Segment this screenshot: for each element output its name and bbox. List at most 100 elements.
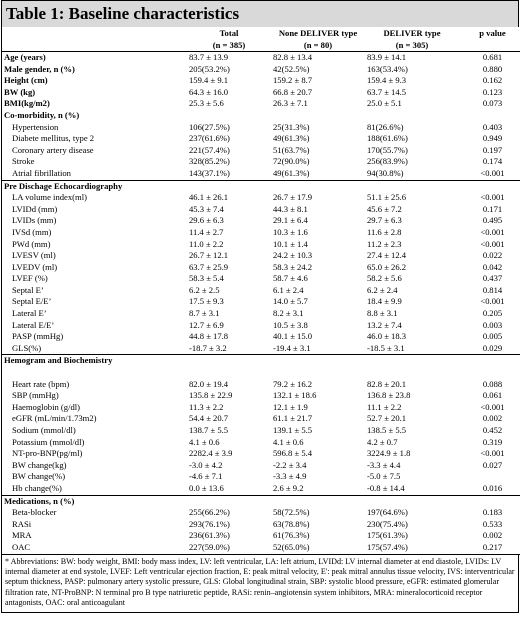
- cell-p-value: 0.002: [459, 530, 520, 542]
- cell-none-deliver: 40.1 ± 15.0: [273, 331, 313, 342]
- row-label: Septal E’: [1, 284, 187, 297]
- table-row: Coronary artery disease 221(57.4%) 51(63.7…: [1, 144, 520, 157]
- cell-deliver: 159.4 ± 9.3: [367, 75, 407, 86]
- cell-deliver: 82.8 ± 20.1: [367, 378, 407, 389]
- cell-p-value: 0.061: [459, 390, 520, 402]
- cell-total: 138.7 ± 5.5: [189, 425, 229, 435]
- table-row: LVEF (%) 58.3 ± 5.4 58.7 ± 4.6 58.2 ± 5.6 0.…: [1, 273, 520, 285]
- row-label: PASP (mmHg): [1, 331, 187, 343]
- cell-none-deliver: 26.3 ± 7.1: [273, 98, 308, 109]
- cell-total: 236(61.3%): [189, 530, 230, 541]
- cell-p-value: 0.205: [459, 308, 520, 320]
- cell-p-value: 0.437: [459, 273, 520, 285]
- cell-deliver: 11.1 ± 2.2: [367, 401, 402, 412]
- cell-p-value: 0.029: [459, 342, 520, 356]
- cell-none-deliver: 51(63.7%): [273, 144, 310, 155]
- cell-deliver: 6.2 ± 2.4: [367, 284, 398, 295]
- table-container: Table 1: Baseline characteristics Total …: [1, 0, 520, 613]
- table-row: OAC 227(59.0%) 52(65.0%) 175(57.4%) 0.217: [1, 541, 520, 555]
- cell-p-value: 0.403: [459, 121, 520, 134]
- header-none-deliver-n: (n = 80): [271, 39, 365, 52]
- table-row: LVESV (ml) 26.7 ± 12.1 24.2 ± 10.3 27.4 ± 1…: [1, 250, 520, 262]
- cell-p-value: 0.319: [459, 436, 520, 449]
- cell-p-value: 0.949: [459, 133, 520, 145]
- row-label: Lateral E’: [1, 308, 187, 320]
- cell-p-value: <0.001: [459, 401, 520, 414]
- cell-p-value: [459, 109, 520, 122]
- header-deliver: DELIVER type: [383, 28, 441, 38]
- cell-deliver: 138.5 ± 5.5: [367, 425, 407, 435]
- cell-total: 2282.4 ± 3.9: [189, 448, 233, 459]
- cell-p-value: <0.001: [459, 167, 520, 181]
- row-label: Height (cm): [1, 75, 187, 87]
- table-row: Diabete mellitus, type 2 237(61.6%) 49(61.…: [1, 133, 520, 145]
- row-label: Hypertension: [1, 121, 187, 134]
- cell-none-deliver: 29.1 ± 6.4: [273, 215, 308, 226]
- table-row: LVIDs (mm) 29.6 ± 6.3 29.1 ± 6.4 29.7 ± 6.3…: [1, 215, 520, 227]
- cell-p-value: 0.217: [459, 541, 520, 555]
- cell-deliver: 81(26.6%): [367, 121, 404, 132]
- row-label: LVESV (ml): [1, 250, 187, 262]
- cell-none-deliver: 79.2 ± 16.2: [273, 378, 313, 389]
- cell-deliver: 230(75.4%): [367, 518, 408, 529]
- cell-deliver: 65.0 ± 26.2: [367, 261, 407, 272]
- table-row: Stroke 328(85.2%) 72(90.0%) 256(83.9%) 0.174: [1, 156, 520, 168]
- cell-p-value: 0.533: [459, 518, 520, 531]
- cell-none-deliver: -2.2 ± 3.4: [273, 459, 307, 470]
- cell-deliver: [365, 495, 459, 507]
- cell-p-value: 0.197: [459, 144, 520, 157]
- cell-p-value: 0.123: [459, 86, 520, 99]
- cell-none-deliver: 42(52.5%): [273, 63, 310, 74]
- table-row: MRA 236(61.3%) 61(76.3%) 175(61.3%) 0.002: [1, 530, 520, 542]
- cell-p-value: 0.162: [459, 75, 520, 87]
- row-label: BW change(%): [1, 471, 187, 483]
- cell-deliver: -18.5 ± 3.1: [365, 342, 459, 356]
- cell-p-value: <0.001: [459, 226, 520, 239]
- cell-p-value: [459, 180, 520, 193]
- cell-total: 328(85.2%): [189, 156, 230, 167]
- cell-total: [187, 110, 271, 122]
- table-row: LVIDd (mm) 45.3 ± 7.4 44.3 ± 8.1 45.6 ± 7.2…: [1, 203, 520, 216]
- cell-deliver: [365, 367, 459, 379]
- cell-none-deliver: [271, 180, 365, 192]
- cell-p-value: [459, 354, 520, 368]
- row-label: BW change(kg): [1, 459, 187, 472]
- cell-p-value: 0.174: [459, 156, 520, 168]
- table-row: Hb change(%) 0.0 ± 13.6 2.6 ± 9.2 -0.8 ± 14…: [1, 482, 520, 496]
- cell-none-deliver: 10.5 ± 3.8: [273, 319, 308, 330]
- cell-deliver: 11.2 ± 2.3: [367, 238, 402, 249]
- cell-none-deliver: 49(61.3%): [273, 133, 310, 144]
- cell-deliver: 175(61.3%): [367, 530, 408, 541]
- cell-deliver: -3.3 ± 4.4: [367, 459, 401, 470]
- cell-p-value: 0.681: [459, 51, 520, 64]
- row-label: Sodium (mmol/dl): [1, 425, 187, 437]
- table-row: LA volume index(ml) 46.1 ± 26.1 26.7 ± 17.…: [1, 192, 520, 204]
- table-row: Haemoglobin (g/dl) 11.3 ± 2.2 12.1 ± 1.9 11…: [1, 401, 520, 414]
- cell-deliver: 52.7 ± 20.1: [367, 413, 407, 424]
- table-row: Heart rate (bpm) 82.0 ± 19.4 79.2 ± 16.2 82…: [1, 378, 520, 391]
- cell-total: 221(57.4%): [189, 144, 230, 155]
- cell-none-deliver: 26.7 ± 17.9: [273, 192, 313, 203]
- cell-p-value: <0.001: [459, 448, 520, 460]
- cell-none-deliver: 52(65.0%): [271, 541, 365, 555]
- cell-deliver: 25.0 ± 5.1: [367, 98, 402, 109]
- cell-none-deliver: 61.1 ± 21.7: [273, 413, 313, 424]
- cell-none-deliver: 132.1 ± 18.6: [273, 390, 317, 401]
- cell-none-deliver: 10.1 ± 1.4: [273, 238, 308, 249]
- cell-deliver: 256(83.9%): [367, 156, 408, 167]
- row-label: Lateral E/E’: [1, 319, 187, 332]
- cell-p-value: 0.027: [459, 459, 520, 472]
- cell-total: 143(37.1%): [187, 167, 271, 181]
- row-label: SBP (mmHg): [1, 390, 187, 402]
- cell-none-deliver: [271, 110, 365, 122]
- cell-deliver: 136.8 ± 23.8: [367, 390, 411, 401]
- cell-deliver: 163(53.4%): [367, 63, 408, 74]
- table-row: BMI(kg/m2) 25.3 ± 5.6 26.3 ± 7.1 25.0 ± 5.1…: [1, 98, 520, 110]
- cell-none-deliver: 82.8 ± 13.4: [273, 52, 313, 62]
- cell-total: 54.4 ± 20.7: [189, 413, 229, 424]
- cell-none-deliver: 44.3 ± 8.1: [273, 203, 308, 214]
- cell-total: 255(66.2%): [189, 507, 230, 518]
- header-p-value-2: [459, 39, 520, 52]
- cell-p-value: 0.003: [459, 319, 520, 332]
- header-p-value: p value: [459, 27, 520, 39]
